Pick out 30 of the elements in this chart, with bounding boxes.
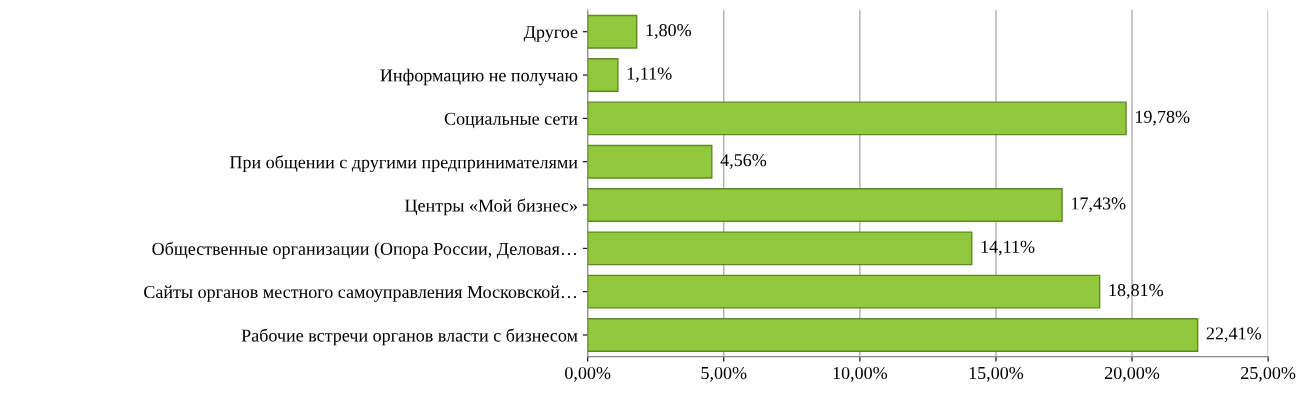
y-tick-label: При общении с другими предпринимателями <box>229 155 578 173</box>
data-label: 18,81% <box>1109 284 1164 299</box>
data-label: 1,11% <box>627 67 672 83</box>
x-tick-label: 5,00% <box>701 366 747 382</box>
x-tick-label: 0,00% <box>565 366 611 382</box>
bar <box>587 274 1101 309</box>
bar <box>587 318 1199 352</box>
y-tick-label: Общественные организации (Опора России, Деловая… <box>152 241 577 259</box>
bar <box>587 101 1127 136</box>
data-label: 4,56% <box>720 154 767 169</box>
bar <box>587 231 973 266</box>
data-label: 22,41% <box>1206 327 1262 343</box>
y-tick-label: Информацию не получаю <box>380 68 578 86</box>
bar <box>587 14 638 49</box>
x-tick-label: 15,00% <box>969 366 1024 382</box>
data-label: 19,78% <box>1135 110 1190 126</box>
data-label: 14,11% <box>981 240 1035 256</box>
bar <box>587 188 1063 222</box>
bar <box>587 58 619 92</box>
y-tick-label: Другое <box>523 26 578 42</box>
x-tick-label: 10,00% <box>833 366 888 382</box>
y-tick-label: Социальные сети <box>444 112 578 129</box>
y-tick-label: Рабочие встречи органов власти с бизнесом <box>241 328 578 346</box>
x-tick-label: 20,00% <box>1105 366 1160 382</box>
bar <box>587 144 713 179</box>
data-label: 17,43% <box>1072 197 1126 213</box>
data-label: 1,80% <box>646 24 692 39</box>
y-tick-label: Центры «Мой бизнес» <box>405 198 577 216</box>
y-tick-label: Сайты органов местного самоуправления Московской… <box>144 285 577 302</box>
x-tick-label: 25,00% <box>1241 366 1296 382</box>
